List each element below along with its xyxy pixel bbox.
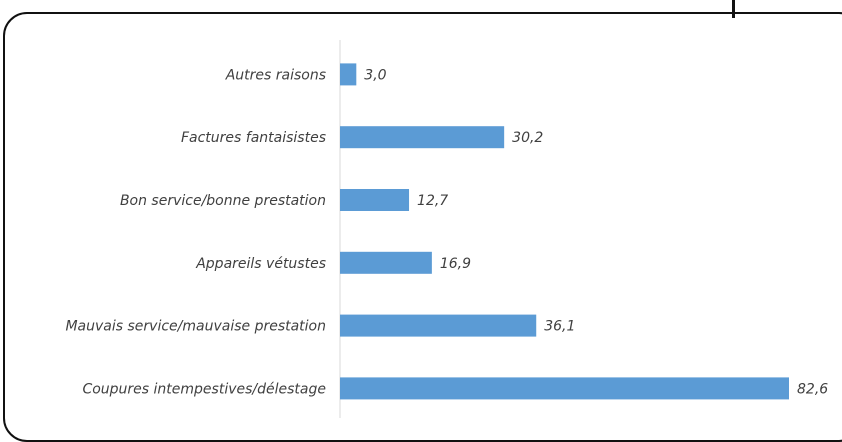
data-label: 3,0	[364, 67, 386, 83]
data-label: 82,6	[797, 381, 828, 397]
bar	[340, 251, 432, 274]
bar	[340, 189, 410, 211]
category-label: Autres raisons	[225, 67, 326, 83]
category-label: Appareils vétustes	[195, 256, 326, 272]
category-label: Mauvais service/mauvaise prestation	[65, 319, 326, 335]
frame-tick-mark	[732, 0, 735, 18]
data-label: 12,7	[417, 193, 448, 209]
bar	[340, 314, 537, 337]
bar	[340, 63, 357, 86]
data-label: 36,1	[544, 319, 575, 335]
category-label: Bon service/bonne prestation	[120, 193, 326, 209]
data-label: 16,9	[440, 256, 471, 272]
category-label: Coupures intempestives/délestage	[82, 381, 326, 397]
bar	[340, 377, 789, 400]
data-label: 30,2	[512, 130, 543, 146]
bar-chart: Autres raisons 3,0 Factures fantaisistes 30…	[65, 40, 828, 418]
bar	[340, 126, 505, 149]
category-label: Factures fantaisistes	[181, 130, 326, 146]
